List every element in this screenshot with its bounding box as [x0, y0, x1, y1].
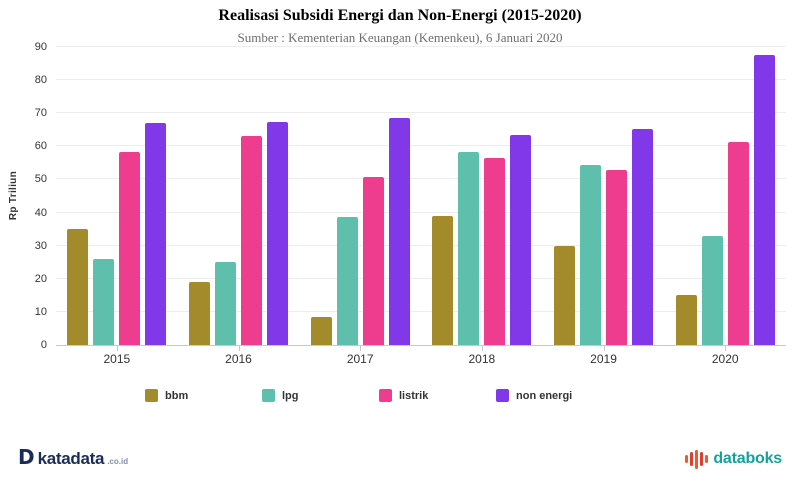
x-axis-tick-labels: 2015 2016 2017 2018 2019 2020: [56, 352, 786, 366]
x-axis-tick-label: 2017: [346, 352, 374, 366]
bar-bbm-2020[interactable]: [675, 295, 697, 345]
y-axis-tick-label: 40: [34, 206, 47, 219]
gridline: [56, 112, 786, 114]
legend-item-listrik[interactable]: listrik: [379, 389, 496, 402]
bar-lpg-2019[interactable]: [580, 165, 602, 345]
bar-non-energi-2020[interactable]: [753, 54, 775, 345]
legend-label: bbm: [165, 389, 189, 402]
gridline: [56, 178, 786, 180]
x-axis-tick: [725, 346, 727, 351]
gridline: [56, 244, 786, 246]
bar-group-2019: [543, 47, 665, 351]
legend-label: non energi: [516, 389, 573, 402]
legend-item-non-energi[interactable]: non energi: [496, 389, 613, 402]
katadata-logo[interactable]: D katadata .co.id: [18, 445, 129, 469]
y-axis-tick-label: 20: [34, 272, 47, 285]
x-axis-tick: [360, 346, 362, 351]
legend-item-bbm[interactable]: bbm: [145, 389, 262, 402]
y-axis-tick-labels: 0 10 20 30 40 50 60 70 80 90: [0, 41, 47, 351]
x-axis-tick-label: 2015: [103, 352, 131, 366]
y-axis-tick-label: 10: [34, 305, 47, 318]
databoks-text: databoks: [713, 450, 782, 467]
bar-bbm-2015[interactable]: [67, 229, 89, 345]
bar-bbm-2018[interactable]: [432, 215, 454, 345]
bar-non-energi-2019[interactable]: [632, 129, 654, 345]
bar-bbm-2019[interactable]: [554, 245, 576, 345]
bar-lpg-2016[interactable]: [215, 261, 236, 345]
y-axis-tick-label: 60: [34, 140, 47, 153]
legend: bbm lpg listrik non energi: [145, 389, 613, 402]
y-axis-tick-label: 0: [40, 339, 47, 351]
databoks-logo[interactable]: databoks: [685, 449, 782, 469]
bar-group-2015: [56, 47, 178, 351]
legend-label: listrik: [399, 389, 429, 402]
legend-swatch-icon: [379, 389, 392, 402]
legend-label: lpg: [282, 389, 299, 402]
databoks-bars-icon: [685, 449, 709, 469]
y-axis-tick-label: 90: [34, 41, 47, 53]
bar-listrik-2018[interactable]: [484, 157, 506, 345]
gridline: [56, 277, 786, 279]
x-axis-tick: [603, 346, 605, 351]
gridline: [56, 145, 786, 147]
y-axis-tick-label: 30: [34, 239, 47, 252]
bar-lpg-2018[interactable]: [458, 151, 480, 345]
bar-group-2018: [421, 47, 543, 351]
y-axis-tick-label: 50: [34, 173, 47, 186]
y-axis-tick-label: 70: [34, 107, 47, 120]
legend-item-lpg[interactable]: lpg: [262, 389, 379, 402]
bar-groups: [56, 47, 786, 351]
gridline: [56, 79, 786, 81]
bar-non-energi-2018[interactable]: [510, 135, 532, 345]
bar-lpg-2020[interactable]: [701, 235, 723, 345]
x-axis-tick-label: 2020: [711, 352, 739, 366]
katadata-suffix: .co.id: [107, 457, 129, 466]
gridline: [56, 310, 786, 312]
footer: D katadata .co.id databoks: [0, 444, 800, 474]
bar-bbm-2017[interactable]: [310, 317, 332, 345]
x-axis-tick-label: 2018: [468, 352, 496, 366]
bar-bbm-2016[interactable]: [189, 282, 210, 345]
bar-listrik-2020[interactable]: [727, 142, 749, 345]
bar-group-2016: [178, 47, 300, 351]
bar-group-2017: [299, 47, 421, 351]
plot-area: [56, 46, 786, 351]
legend-swatch-icon: [262, 389, 275, 402]
bar-non-energi-2017[interactable]: [388, 117, 410, 345]
x-axis-tick-label: 2016: [225, 352, 252, 366]
gridline: [56, 211, 786, 213]
bar-listrik-2015[interactable]: [119, 151, 141, 345]
bar-lpg-2017[interactable]: [336, 216, 358, 345]
legend-swatch-icon: [145, 389, 158, 402]
page-title: Realisasi Subsidi Energi dan Non-Energi …: [218, 7, 582, 24]
x-axis-tick: [116, 346, 118, 351]
bar-lpg-2015[interactable]: [93, 258, 115, 345]
x-axis-tick: [481, 346, 483, 351]
bar-group-2020: [664, 47, 786, 351]
bar-listrik-2017[interactable]: [362, 177, 384, 345]
bar-listrik-2019[interactable]: [606, 169, 628, 345]
legend-swatch-icon: [496, 389, 509, 402]
bar-non-energi-2016[interactable]: [267, 121, 288, 345]
x-axis-tick-label: 2019: [590, 352, 617, 366]
page-subtitle: Sumber : Kementerian Keuangan (Kemenkeu)…: [237, 30, 563, 45]
bar-non-energi-2015[interactable]: [145, 122, 167, 345]
bar-listrik-2016[interactable]: [241, 136, 262, 345]
y-axis-tick-label: 80: [34, 74, 47, 87]
x-axis-tick: [238, 346, 240, 351]
gridline: [56, 46, 786, 47]
katadata-text: katadata: [37, 449, 105, 468]
katadata-d-icon: D: [18, 445, 35, 469]
